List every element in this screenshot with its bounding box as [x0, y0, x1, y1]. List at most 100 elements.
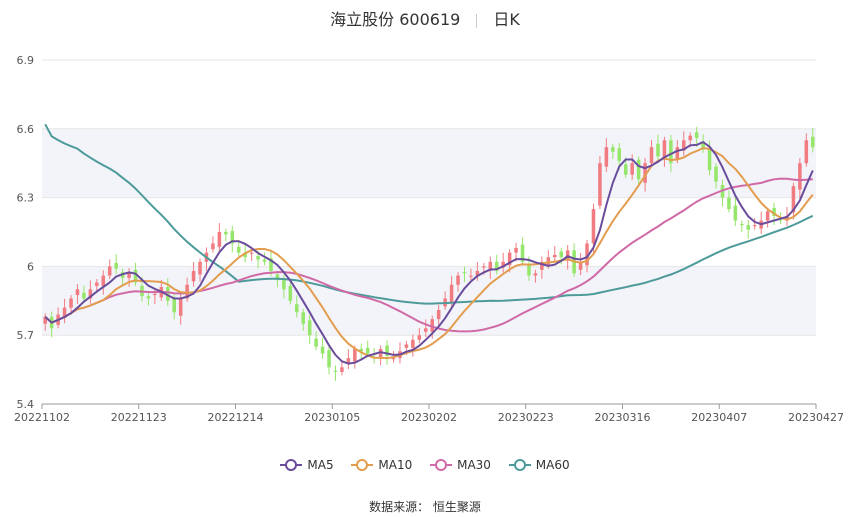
candle-body [475, 270, 480, 276]
y-tick-label: 6.9 [17, 54, 35, 67]
legend-label-ma60: MA60 [535, 458, 570, 472]
legend-label-ma10: MA10 [378, 458, 413, 472]
candle-body [172, 297, 176, 313]
x-tick-label: 20230202 [401, 411, 457, 424]
candle-body [714, 166, 718, 182]
candle-body [301, 312, 305, 324]
candle-body [256, 256, 260, 260]
candle-body [230, 230, 235, 244]
candle-body [507, 252, 512, 266]
legend-item-ma30[interactable]: MA30 [430, 458, 491, 472]
candle-body [752, 225, 757, 227]
candle-body [656, 143, 660, 157]
legend-item-ma10[interactable]: MA10 [351, 458, 412, 472]
y-tick-label: 5.7 [17, 329, 35, 342]
candle-body [320, 346, 325, 354]
candle-body [404, 344, 409, 348]
ma60-line [44, 123, 814, 305]
candle-body [533, 273, 538, 276]
candle-body [611, 147, 615, 152]
candle-body [669, 140, 673, 164]
data-source: 数据来源： 恒生聚源 [369, 500, 481, 514]
candle-body [411, 339, 415, 348]
candle-body [107, 266, 112, 276]
candle-body [62, 307, 67, 318]
candle-body [520, 244, 525, 262]
candle-body [385, 345, 389, 356]
candle-body [166, 287, 170, 301]
candle-body [295, 304, 299, 313]
plot-band [42, 128, 816, 198]
title-divider [476, 13, 478, 28]
candle-body [798, 163, 802, 190]
candle-body [391, 358, 396, 360]
y-tick-label: 6.6 [17, 123, 35, 136]
candle-body [436, 309, 441, 320]
y-tick-label: 6.3 [17, 192, 35, 205]
legend-marker-ma60 [508, 458, 531, 472]
candle-body [462, 272, 467, 274]
candle-body [643, 163, 647, 183]
x-tick-label: 20230427 [788, 411, 844, 424]
candle-body [365, 347, 370, 354]
candle-body [456, 275, 460, 285]
candle-body [101, 275, 106, 286]
candle-body [636, 159, 641, 180]
candle-body [791, 186, 796, 213]
candle-body [178, 298, 183, 316]
candle-body [269, 258, 273, 271]
candle-body [469, 275, 473, 277]
x-tick-label: 20230316 [595, 411, 651, 424]
ma5-line [44, 140, 814, 365]
chart-title: 海立股份 600619 日K [0, 6, 850, 30]
candle-body [623, 164, 628, 175]
candle-body [559, 251, 563, 258]
ma10-line [44, 147, 814, 360]
candle-body [688, 135, 692, 141]
candle-body [153, 293, 157, 296]
candle-body [275, 274, 280, 281]
candle-body [127, 273, 131, 278]
candle-body [314, 338, 318, 347]
candle-body [43, 316, 47, 324]
candle-body [694, 132, 699, 138]
candle-body [501, 261, 505, 268]
candle-body [333, 370, 338, 372]
candle-body [785, 215, 789, 221]
candle-body [778, 219, 783, 221]
legend-label-ma30: MA30 [457, 458, 491, 472]
x-tick-label: 20221214 [208, 411, 264, 424]
candle-body [727, 197, 731, 210]
chart-legend: MA5 MA10 MA30 MA60 [0, 458, 850, 475]
candle-body [707, 149, 712, 171]
legend-marker-ma5 [280, 458, 303, 472]
candle-body [262, 259, 267, 262]
candle-body [307, 320, 312, 336]
candle-body [733, 205, 738, 221]
x-tick-label: 20230105 [304, 411, 360, 424]
plot-band [42, 266, 816, 336]
candle-body [211, 243, 215, 250]
candle-body [765, 211, 770, 221]
y-tick-label: 6 [27, 260, 34, 273]
candle-body [353, 348, 357, 362]
candle-body [69, 298, 73, 308]
candle-body [75, 289, 80, 296]
candle-body [662, 140, 667, 160]
candle-body [95, 282, 99, 286]
candle-body [424, 328, 428, 332]
x-tick-label: 20230407 [691, 411, 747, 424]
candle-body [88, 289, 93, 299]
legend-marker-ma30 [430, 458, 453, 472]
candle-body [236, 246, 241, 253]
candle-body [740, 223, 744, 226]
candle-body [191, 270, 196, 282]
candle-body [772, 207, 776, 216]
legend-item-ma5[interactable]: MA5 [280, 458, 334, 472]
candle-body [430, 319, 434, 332]
candle-body [682, 140, 686, 151]
legend-item-ma60[interactable]: MA60 [508, 458, 570, 472]
candle-body [494, 261, 499, 271]
candle-body [546, 257, 551, 266]
ma30-line [44, 177, 813, 333]
